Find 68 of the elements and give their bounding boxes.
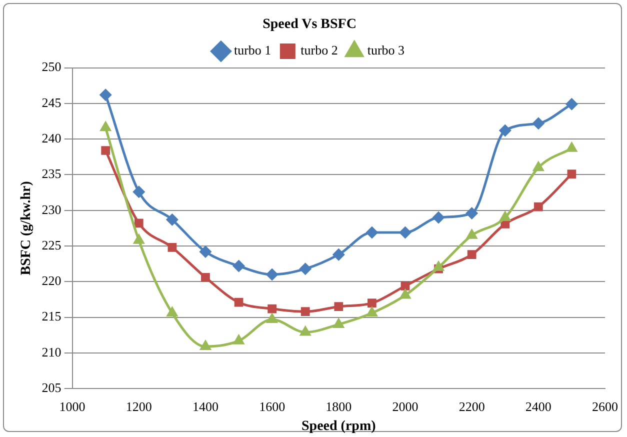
point (167, 307, 178, 317)
legend-label: turbo 2 (300, 42, 338, 58)
point (400, 289, 410, 299)
point (234, 335, 244, 344)
y-tick-label: 230 (42, 202, 62, 217)
x-tick-label: 1800 (326, 398, 352, 414)
y-tick-label: 220 (42, 273, 62, 288)
y-tick-label: 250 (42, 59, 62, 74)
x-tick-label: 2600 (592, 398, 618, 414)
point (133, 186, 145, 198)
x-tick-label: 2200 (458, 398, 485, 414)
y-tick-label: 225 (42, 237, 62, 252)
x-tick-label: 1200 (126, 398, 152, 414)
point (466, 207, 478, 219)
x-axis-title: Speed (rpm) (302, 419, 376, 434)
legend-label: turbo 1 (234, 42, 272, 58)
y-tick-label: 205 (42, 380, 62, 396)
point (234, 298, 244, 307)
point (467, 250, 476, 260)
point (200, 340, 211, 350)
point (266, 314, 278, 323)
point (334, 318, 344, 328)
y-tick-label: 235 (42, 166, 62, 182)
y-axis-title: BSFC (g/kw.hr) (19, 180, 34, 276)
point (466, 230, 477, 239)
point (134, 218, 144, 228)
point (168, 243, 177, 252)
point (433, 262, 444, 271)
y-tick-label: 240 (42, 130, 62, 146)
x-tick-label: 2400 (525, 398, 552, 414)
y-tick-label: 215 (42, 308, 62, 324)
point (366, 307, 378, 317)
point (100, 122, 111, 132)
point (532, 118, 544, 130)
point (166, 214, 178, 226)
point (100, 89, 112, 101)
point (567, 170, 576, 178)
point (201, 272, 210, 282)
point (499, 124, 511, 136)
point (533, 162, 544, 172)
point (534, 202, 543, 212)
point (332, 248, 344, 260)
point (233, 260, 245, 272)
point (334, 302, 344, 312)
point (368, 298, 376, 308)
y-tick-label: 245 (42, 94, 62, 110)
point (366, 226, 378, 238)
x-tick-label: 1000 (59, 398, 86, 414)
legend-label: turbo 3 (367, 42, 405, 58)
point (500, 212, 510, 222)
point (566, 142, 577, 152)
point (300, 307, 310, 316)
x-tick-label: 1600 (259, 398, 286, 414)
point (400, 282, 410, 290)
point (101, 146, 110, 155)
x-tick-label: 2000 (392, 398, 418, 414)
point (134, 234, 144, 244)
y-tick-label: 210 (42, 344, 62, 360)
chart-title: Speed Vs BSFC (262, 17, 356, 32)
point (200, 246, 212, 258)
point (432, 212, 444, 224)
point (300, 263, 312, 275)
x-tick-label: 1400 (192, 398, 218, 414)
point (399, 226, 411, 238)
point (300, 326, 311, 336)
point (566, 98, 578, 110)
point (268, 304, 276, 314)
point (266, 268, 278, 280)
